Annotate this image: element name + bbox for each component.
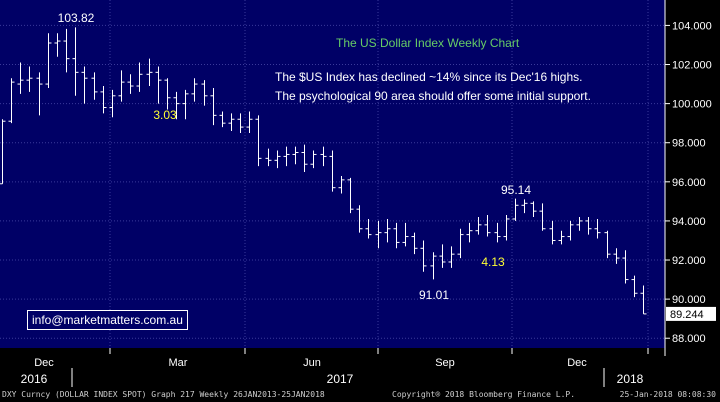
usd-index-weekly-chart: 88.000 90.000 92.000 94.000 96.000 98.000 100.… bbox=[0, 0, 720, 387]
x-month-label: Jun bbox=[303, 357, 321, 369]
footer-timestamp: 25-Jan-2018 08:08:30 bbox=[619, 390, 716, 399]
x-month-label: Dec bbox=[567, 357, 587, 369]
annotation-rally-1: 3.03 bbox=[153, 108, 177, 122]
y-tick-label: 98.000 bbox=[672, 138, 706, 150]
y-tick-label: 92.000 bbox=[672, 255, 706, 267]
annotation-swing-high: 95.14 bbox=[501, 183, 531, 197]
footer-instrument-info: DXY Curncy (DOLLAR INDEX SPOT) Graph 217… bbox=[2, 390, 325, 399]
last-value-box bbox=[666, 306, 716, 321]
y-tick-label: 100.000 bbox=[672, 99, 712, 111]
y-tick-label: 102.000 bbox=[672, 60, 712, 72]
x-year-label: 2017 bbox=[327, 372, 354, 386]
annotation-high: 103.82 bbox=[58, 11, 95, 25]
y-tick-label: 104.000 bbox=[672, 20, 712, 32]
y-tick-label: 96.000 bbox=[672, 177, 706, 189]
y-tick-label: 88.000 bbox=[672, 333, 706, 345]
x-month-label: Sep bbox=[435, 357, 455, 369]
y-tick-label: 90.000 bbox=[672, 294, 706, 306]
x-month-label: Mar bbox=[169, 357, 188, 369]
bloomberg-footer: DXY Curncy (DOLLAR INDEX SPOT) Graph 217… bbox=[0, 387, 720, 402]
chart-title: The US Dollar Index Weekly Chart bbox=[336, 36, 520, 50]
annotation-rally-2: 4.13 bbox=[481, 255, 505, 269]
x-year-label: 2016 bbox=[21, 372, 48, 386]
chart-note-support: The psychological 90 area should offer s… bbox=[275, 89, 591, 103]
y-tick-label: 94.000 bbox=[672, 216, 706, 228]
x-month-label: Dec bbox=[34, 357, 54, 369]
footer-copyright: Copyright® 2018 Bloomberg Finance L.P. bbox=[392, 390, 576, 399]
x-year-label: 2018 bbox=[617, 372, 644, 386]
x-axis-panel bbox=[0, 348, 665, 387]
contact-email-link[interactable]: info@marketmatters.com.au bbox=[27, 310, 188, 330]
annotation-low: 91.01 bbox=[419, 288, 449, 302]
y-axis-panel bbox=[665, 0, 720, 387]
last-value-label: 89.244 bbox=[670, 309, 704, 321]
chart-note-decline: The $US Index has declined ~14% since it… bbox=[275, 70, 583, 84]
